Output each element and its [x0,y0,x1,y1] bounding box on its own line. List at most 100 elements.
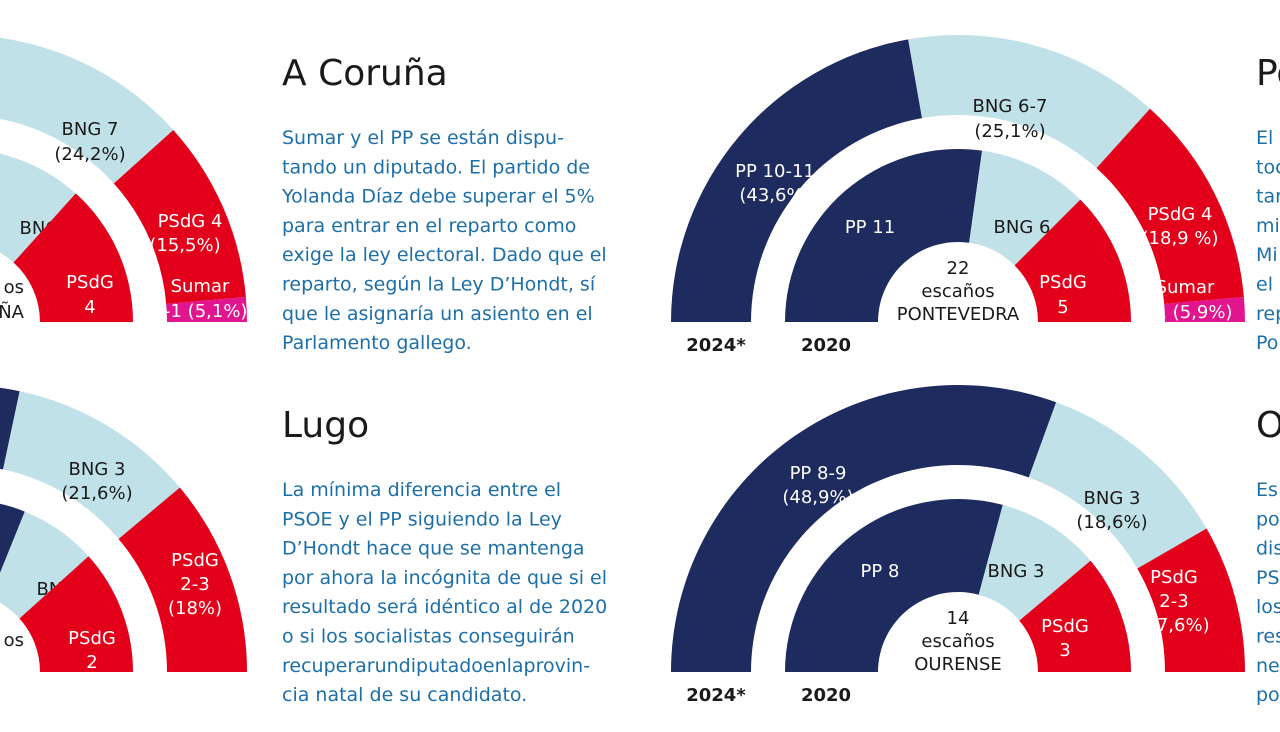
segment-label: PSdG 4 [158,211,223,232]
paragraph-line: Parlamento gallego. [282,332,472,354]
segment-label: 2 [86,652,97,673]
segment-label: PSdG [1150,567,1198,588]
seat-segment [1019,560,1131,672]
segment-label: 3 [1059,640,1070,661]
section-title: Po [1256,53,1280,94]
seat-segment [19,556,134,672]
segment-label: 0-1 (5,9%) [1138,302,1233,323]
seat-segment [785,148,983,322]
paragraph-line: Mi [1256,244,1278,266]
segment-label: 0-1 (5,1%) [153,301,248,322]
segment-label: 2-3 [180,574,209,595]
segment-label: (43,6%) [739,185,810,206]
seat-segment [13,193,133,322]
center-label: 22 [947,258,970,279]
paragraph-line: PSOE y el PP siguiendo la Ley [282,508,562,530]
paragraph-line: Yolanda Díaz debe superar el 5% [281,186,595,208]
paragraph-line: po [1256,684,1280,706]
paragraph-line: o si los socialistas conseguirán [282,626,575,648]
section-title: O [1256,405,1280,446]
seat-segment [0,503,25,573]
paragraph-line: ne [1256,655,1280,677]
paragraph-line: por ahora la incógnita de que si el [282,567,607,589]
seat-segment [969,150,1081,266]
paragraph-line: los [1256,596,1280,618]
paragraph-line: La mínima diferencia entre el [282,479,561,501]
center-label: os [4,277,24,298]
segment-label: (21,6%) [61,483,132,504]
year-label: 2020 [801,685,851,706]
paragraph-line: toc [1256,156,1280,178]
paragraph-line: Sumar y el PP se están dispu- [282,127,564,149]
paragraph-line: Po [1256,332,1278,354]
paragraph-line: mi [1256,215,1280,237]
section-title: Lugo [282,405,369,446]
center-label: os [4,630,24,651]
segment-label: (48,9%) [782,487,853,508]
segment-label: (18,9 %) [1142,228,1219,249]
segment-label: Sumar [1156,277,1215,298]
seat-segment [0,37,174,184]
paragraph-line: po [1256,508,1280,530]
segment-label: Sumar [171,276,230,297]
year-label: 2020 [801,335,851,356]
seat-segment [0,511,89,619]
center-label: ÑA [0,301,25,323]
paragraph-line: el p [1256,274,1280,296]
segment-label: BNG 6 [994,217,1051,238]
seat-segment [1096,108,1244,304]
segment-label: 5 [1057,297,1068,318]
seat-segment [1014,199,1131,322]
segment-label: BNG 3 [69,459,126,480]
year-label: 2024* [686,685,746,706]
segment-label: PSdG [1041,616,1089,637]
paragraph-line: rep [1256,303,1280,325]
segment-label: BNG 7 [62,119,119,140]
seat-segment [1164,296,1245,322]
segment-label: PP 10-11 [735,161,815,182]
paragraph-line: recuperarundiputadoenlaprovin- [282,655,590,677]
segment-label: BNG 3 [1084,488,1141,509]
paragraph-line: res [1256,626,1280,648]
paragraph-line: exige la ley electoral. Dado que el [282,244,607,266]
center-label: PONTEVEDRA [897,304,1020,325]
section-title: A Coruña [282,53,448,94]
segment-label: PSdG [68,628,116,649]
segment-label: (18,6%) [1076,512,1147,533]
segment-label: PSdG [66,272,114,293]
paragraph-line: cia natal de su candidato. [282,684,527,706]
segment-label: BNG 6-7 [973,96,1048,117]
paragraph-line: tando un diputado. El partido de [282,156,590,178]
paragraph-line: Es [1256,479,1278,501]
segment-label: PP 8 [861,561,900,582]
seat-segment [118,487,247,672]
center-label: escaños [921,281,994,302]
seat-segment [785,499,1003,672]
paragraph-line: tar [1256,186,1280,208]
segment-label: (15,5%) [149,235,220,256]
segment-label: (17,6%) [1138,615,1209,636]
paragraph-line: para entrar en el reparto como [282,215,576,237]
paragraph-line: D’Hondt hace que se mantenga [282,538,585,560]
paragraph-line: reparto, según la Ley D’Hondt, sí [282,274,596,296]
segment-label: PSdG [171,550,219,571]
paragraph-line: que le asignaría un asiento en el [282,303,593,325]
center-label: OURENSE [914,654,1002,675]
segment-label: (18%) [168,598,222,619]
year-label: 2024* [686,335,746,356]
segment-label: BNG 3 [988,561,1045,582]
seat-segment [0,387,20,470]
seat-segment [0,153,76,263]
segment-label: 2-3 [1159,591,1188,612]
segment-label: (24,2%) [54,144,125,165]
seat-segment [1137,528,1245,672]
segment-label: (25,1%) [974,121,1045,142]
seat-segment [908,34,1151,169]
seat-segment [671,385,1057,672]
paragraph-line: dis [1256,538,1280,560]
seat-segment [3,391,180,539]
segment-label: PSdG 4 [1148,204,1213,225]
segment-label: PP 8-9 [790,463,847,484]
paragraph-line: resultado será idéntico al de 2020 [282,596,607,618]
